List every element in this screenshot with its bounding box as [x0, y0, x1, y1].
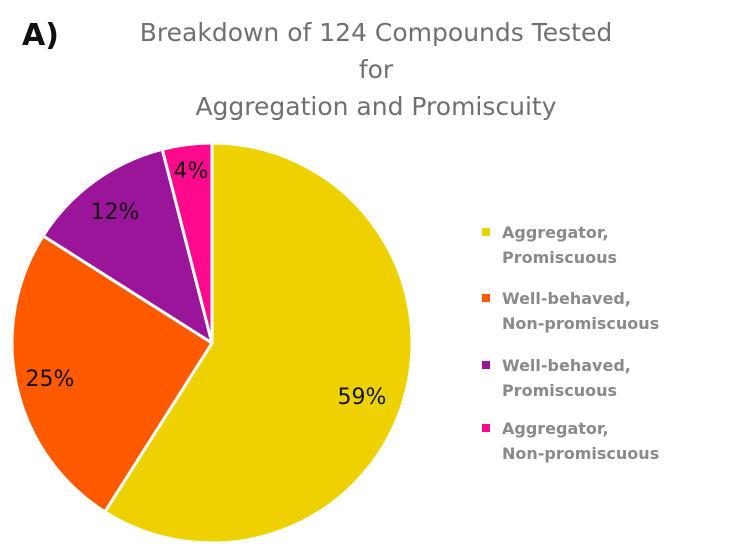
legend-item-aggregator-promiscuous: Aggregator, Promiscuous: [482, 220, 727, 270]
slice-percent-label: 25%: [26, 367, 75, 392]
legend-label: Well-behaved, Non-promiscuous: [502, 286, 659, 336]
legend-label-line: Well-behaved,: [502, 356, 631, 375]
chart-title-line-1: Breakdown of 124 Compounds Tested for: [139, 18, 613, 84]
legend-swatch: [482, 294, 490, 302]
legend-label: Well-behaved, Promiscuous: [502, 353, 631, 403]
slice-percent-label: 59%: [338, 385, 387, 410]
legend-label-line: Non-promiscuous: [502, 314, 660, 333]
legend-swatch: [482, 361, 490, 369]
legend-label: Aggregator, Non-promiscuous: [502, 416, 659, 466]
legend-label: Aggregator, Promiscuous: [502, 220, 727, 270]
legend-item-well-behaved-promiscuous: Well-behaved, Promiscuous: [482, 353, 631, 403]
chart-title: Breakdown of 124 Compounds Tested for Ag…: [130, 14, 622, 125]
legend-label-line: Aggregator,: [502, 419, 609, 438]
legend-label-line: Promiscuous: [502, 381, 618, 400]
slice-percent-label: 4%: [174, 159, 209, 184]
slice-percent-label: 12%: [91, 200, 140, 225]
legend-item-aggregator-non-promiscuous: Aggregator, Non-promiscuous: [482, 416, 659, 466]
pie-slice: [103, 141, 414, 545]
pie-slice: [10, 234, 214, 514]
legend-label-line: Non-promiscuous: [502, 444, 660, 463]
chart-title-line-2: Aggregation and Promiscuity: [195, 92, 557, 121]
pie-slice: [41, 147, 214, 345]
panel-label: A): [22, 18, 59, 53]
pie-slice: [160, 141, 214, 345]
legend-swatch: [482, 424, 490, 432]
legend-label-line: Well-behaved,: [502, 289, 631, 308]
legend-item-well-behaved-non-promiscuous: Well-behaved, Non-promiscuous: [482, 286, 659, 336]
legend-label-line: Aggregator, Promiscuous: [502, 223, 618, 267]
legend-swatch: [482, 228, 490, 236]
